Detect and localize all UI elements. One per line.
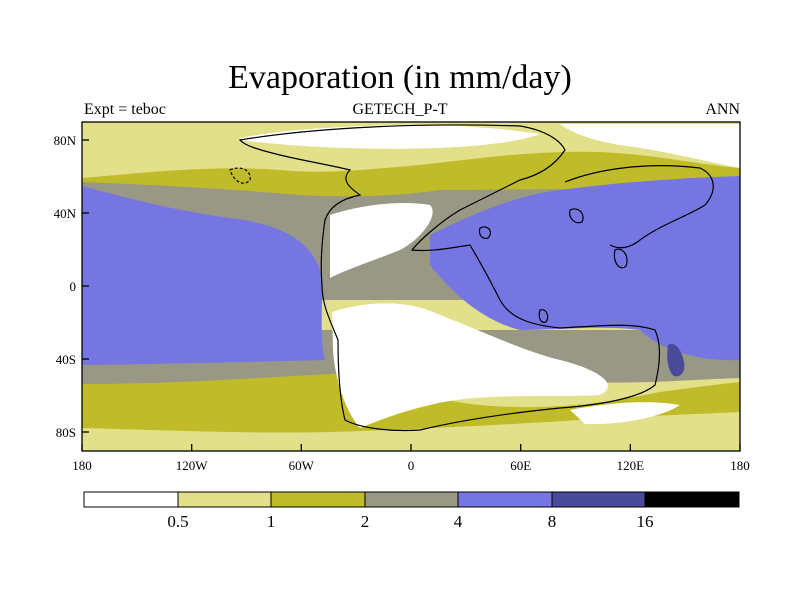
y-tick-label: 40S <box>56 352 76 367</box>
x-tick-label: 120E <box>617 458 645 473</box>
blue-pacific-west <box>82 186 325 365</box>
colorbar-swatch <box>270 491 366 508</box>
y-tick-label: 0 <box>70 279 77 294</box>
experiment-label: Expt = teboc <box>84 101 166 118</box>
season-label: ANN <box>705 101 740 118</box>
colorbar-label: 0.5 <box>167 512 188 531</box>
island-4 <box>229 167 251 184</box>
x-tick-label: 60E <box>510 458 531 473</box>
pangea-coastline <box>238 124 661 432</box>
x-tick-label: 180 <box>72 458 92 473</box>
white-antarctic-coast <box>570 402 680 425</box>
island-5 <box>538 309 549 323</box>
colorbar: 0.5 1 2 4 8 16 <box>83 491 740 531</box>
y-tick-label: 40N <box>54 206 77 221</box>
x-tick-label: 180 <box>730 458 750 473</box>
blue-tethys <box>430 176 740 361</box>
colorbar-swatch <box>83 491 179 508</box>
y-tick-label: 80N <box>54 133 77 148</box>
white-pangea-north <box>330 203 433 278</box>
colorbar-label: 1 <box>267 512 276 531</box>
map-title: Evaporation (in mm/day) <box>228 59 572 96</box>
white-arctic-east <box>560 124 740 168</box>
y-tick-labels: 80N 40N 0 40S 80S <box>54 133 77 440</box>
colorbar-label: 4 <box>454 512 463 531</box>
colorbar-swatch <box>644 491 740 508</box>
coastlines <box>229 124 714 432</box>
colorbar-swatch <box>177 491 272 508</box>
colorbar-label: 8 <box>548 512 557 531</box>
colorbar-swatch <box>364 491 459 508</box>
x-tick-label: 120W <box>176 458 209 473</box>
evaporation-field <box>82 122 740 451</box>
x-tick-label: 0 <box>408 458 415 473</box>
x-tick-labels: 180 120W 60W 0 60E 120E 180 <box>72 458 750 473</box>
deep-blue-patch <box>667 343 685 377</box>
island-2 <box>613 248 628 269</box>
colorbar-swatch <box>457 491 553 508</box>
colorbar-label: 2 <box>361 512 370 531</box>
white-pangea-south <box>332 303 608 428</box>
x-tick-label: 60W <box>289 458 315 473</box>
tick-marks <box>81 139 741 451</box>
colorbar-swatch <box>551 491 646 508</box>
island-1 <box>478 226 492 239</box>
dataset-label: GETECH_P-T <box>352 101 448 118</box>
eurasian-arc <box>564 165 714 249</box>
island-3 <box>569 208 584 224</box>
colorbar-label: 16 <box>637 512 654 531</box>
y-tick-label: 80S <box>56 425 76 440</box>
